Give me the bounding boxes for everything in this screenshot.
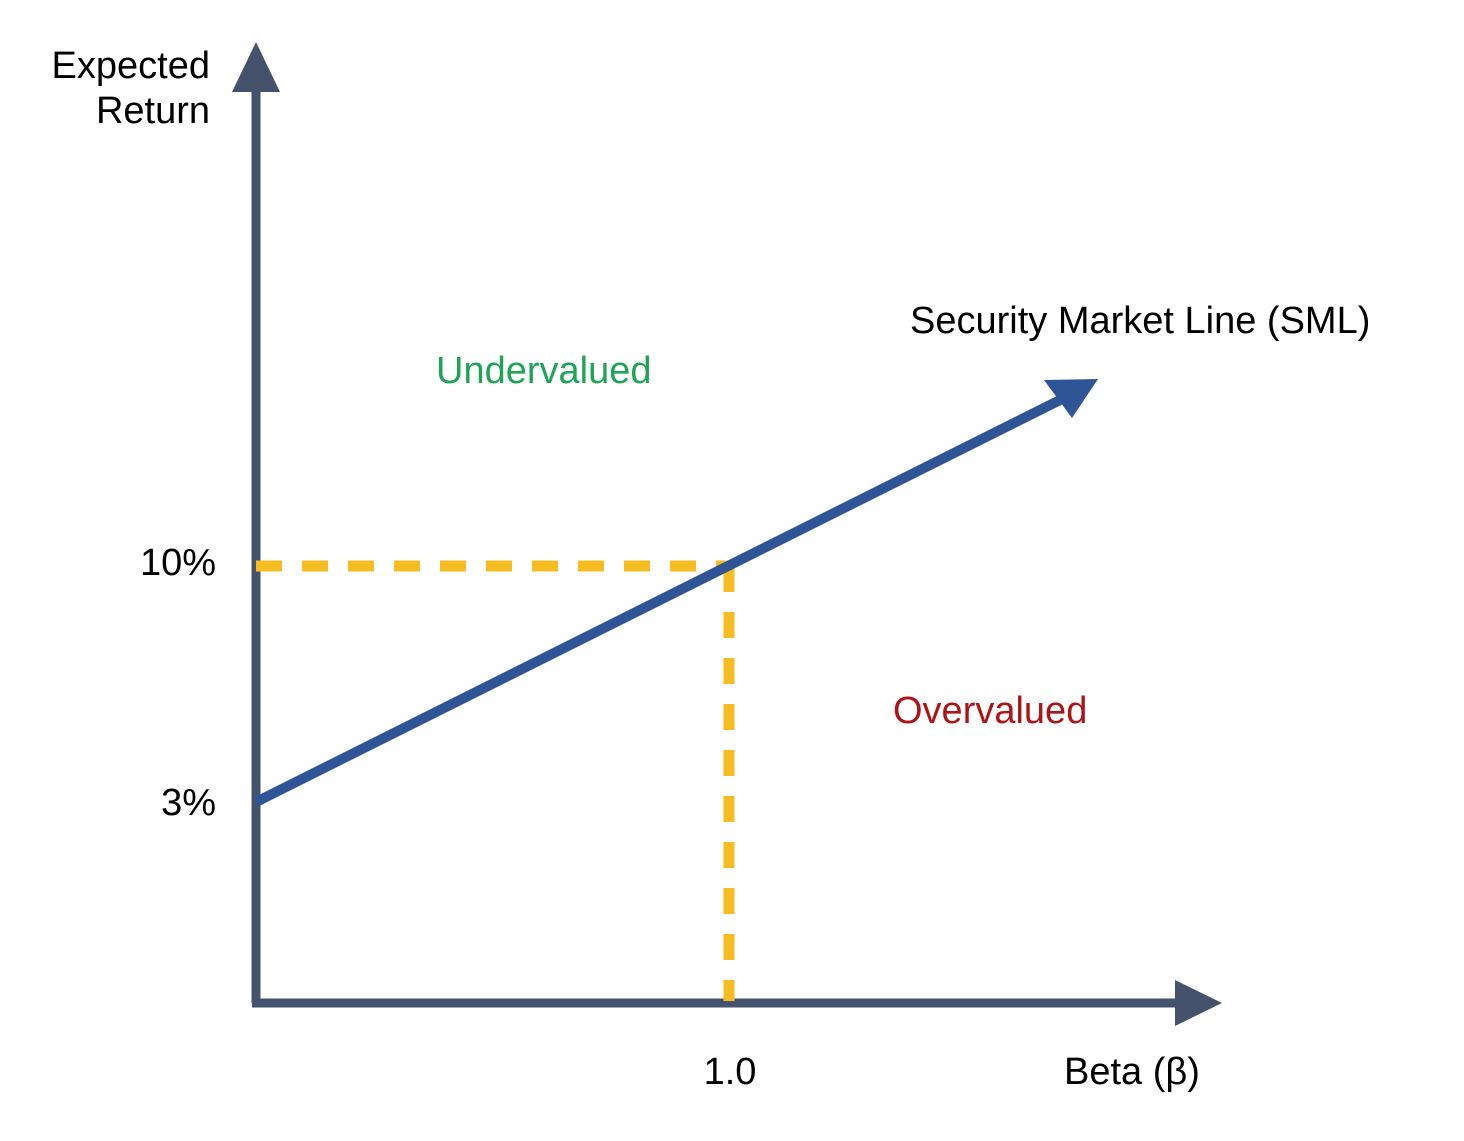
overvalued-region-label: Overvalued xyxy=(893,690,1088,732)
y-axis-tick-label-3-percent: 3% xyxy=(161,782,216,824)
y-axis-arrowhead-icon xyxy=(232,42,280,92)
x-axis-title: Beta (β) xyxy=(1064,1051,1200,1093)
y-axis-title-line-1: Expected xyxy=(51,45,210,87)
x-axis-arrowhead-icon xyxy=(1175,980,1222,1026)
y-axis-title: Expected Return xyxy=(0,44,210,134)
sml-annotation-label: Security Market Line (SML) xyxy=(910,300,1371,342)
sml-arrowhead-icon xyxy=(1044,379,1098,418)
y-axis-title-line-2: Return xyxy=(95,89,210,132)
y-axis-tick-label-10-percent: 10% xyxy=(139,542,216,584)
x-axis-tick-label-beta-1: 1.0 xyxy=(703,1051,757,1093)
sml-line xyxy=(253,386,1081,807)
undervalued-region-label: Undervalued xyxy=(436,350,652,392)
